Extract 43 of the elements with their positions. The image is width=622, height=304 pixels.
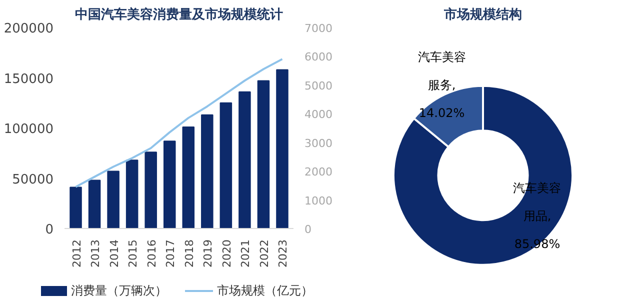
bar bbox=[201, 114, 214, 228]
bar bbox=[70, 186, 82, 228]
chart-title: 市场规模结构 bbox=[443, 6, 522, 22]
y2-tick-label: 7000 bbox=[304, 22, 332, 35]
bar bbox=[220, 102, 232, 228]
y2-tick-label: 1000 bbox=[304, 194, 332, 208]
bar bbox=[238, 91, 251, 228]
legend-label: 消费量（万辆次） bbox=[71, 284, 167, 298]
y-tick-label: 50000 bbox=[12, 172, 54, 188]
x-tick-label: 2018 bbox=[182, 239, 196, 268]
x-tick-label: 2020 bbox=[220, 239, 234, 268]
x-tick-label: 2014 bbox=[108, 239, 121, 268]
bar bbox=[163, 140, 176, 228]
bar bbox=[276, 69, 288, 228]
x-tick-label: 2012 bbox=[70, 239, 84, 268]
x-tick-label: 2021 bbox=[239, 239, 252, 268]
line-series bbox=[74, 58, 284, 188]
y-tick-label: 200000 bbox=[4, 22, 54, 36]
bar bbox=[107, 170, 120, 228]
x-tick-label: 2023 bbox=[276, 239, 290, 268]
chart-title: 中国汽车美容消费量及市场规模统计 bbox=[75, 6, 283, 22]
y2-tick-label: 5000 bbox=[304, 79, 332, 92]
y2-tick-label: 3000 bbox=[304, 136, 332, 150]
x-tick-label: 2022 bbox=[258, 239, 271, 268]
bar bbox=[182, 126, 195, 228]
x-tick-label: 2013 bbox=[89, 239, 102, 268]
y2-tick-label: 6000 bbox=[304, 50, 332, 64]
y-tick-label: 100000 bbox=[4, 122, 54, 137]
y2-tick-label: 2000 bbox=[304, 166, 332, 179]
slice-label: 汽车美容服务, 14.02% bbox=[418, 50, 466, 120]
y-tick-label: 150000 bbox=[4, 72, 54, 87]
x-tick-label: 2015 bbox=[126, 239, 140, 268]
legend-label: 市场规模（亿元） bbox=[217, 284, 313, 298]
y-tick-label: 0 bbox=[45, 222, 54, 238]
y2-tick-label: 4000 bbox=[304, 108, 332, 122]
bar bbox=[126, 160, 138, 228]
x-tick-label: 2019 bbox=[202, 239, 215, 268]
x-tick-label: 2016 bbox=[145, 239, 158, 268]
bar bbox=[88, 180, 101, 228]
bar bbox=[144, 152, 157, 228]
bar bbox=[257, 80, 270, 228]
y2-tick-label: 0 bbox=[304, 223, 312, 236]
x-tick-label: 2017 bbox=[164, 239, 178, 268]
